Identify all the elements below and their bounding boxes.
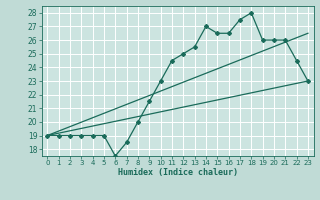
X-axis label: Humidex (Indice chaleur): Humidex (Indice chaleur) — [118, 168, 237, 177]
